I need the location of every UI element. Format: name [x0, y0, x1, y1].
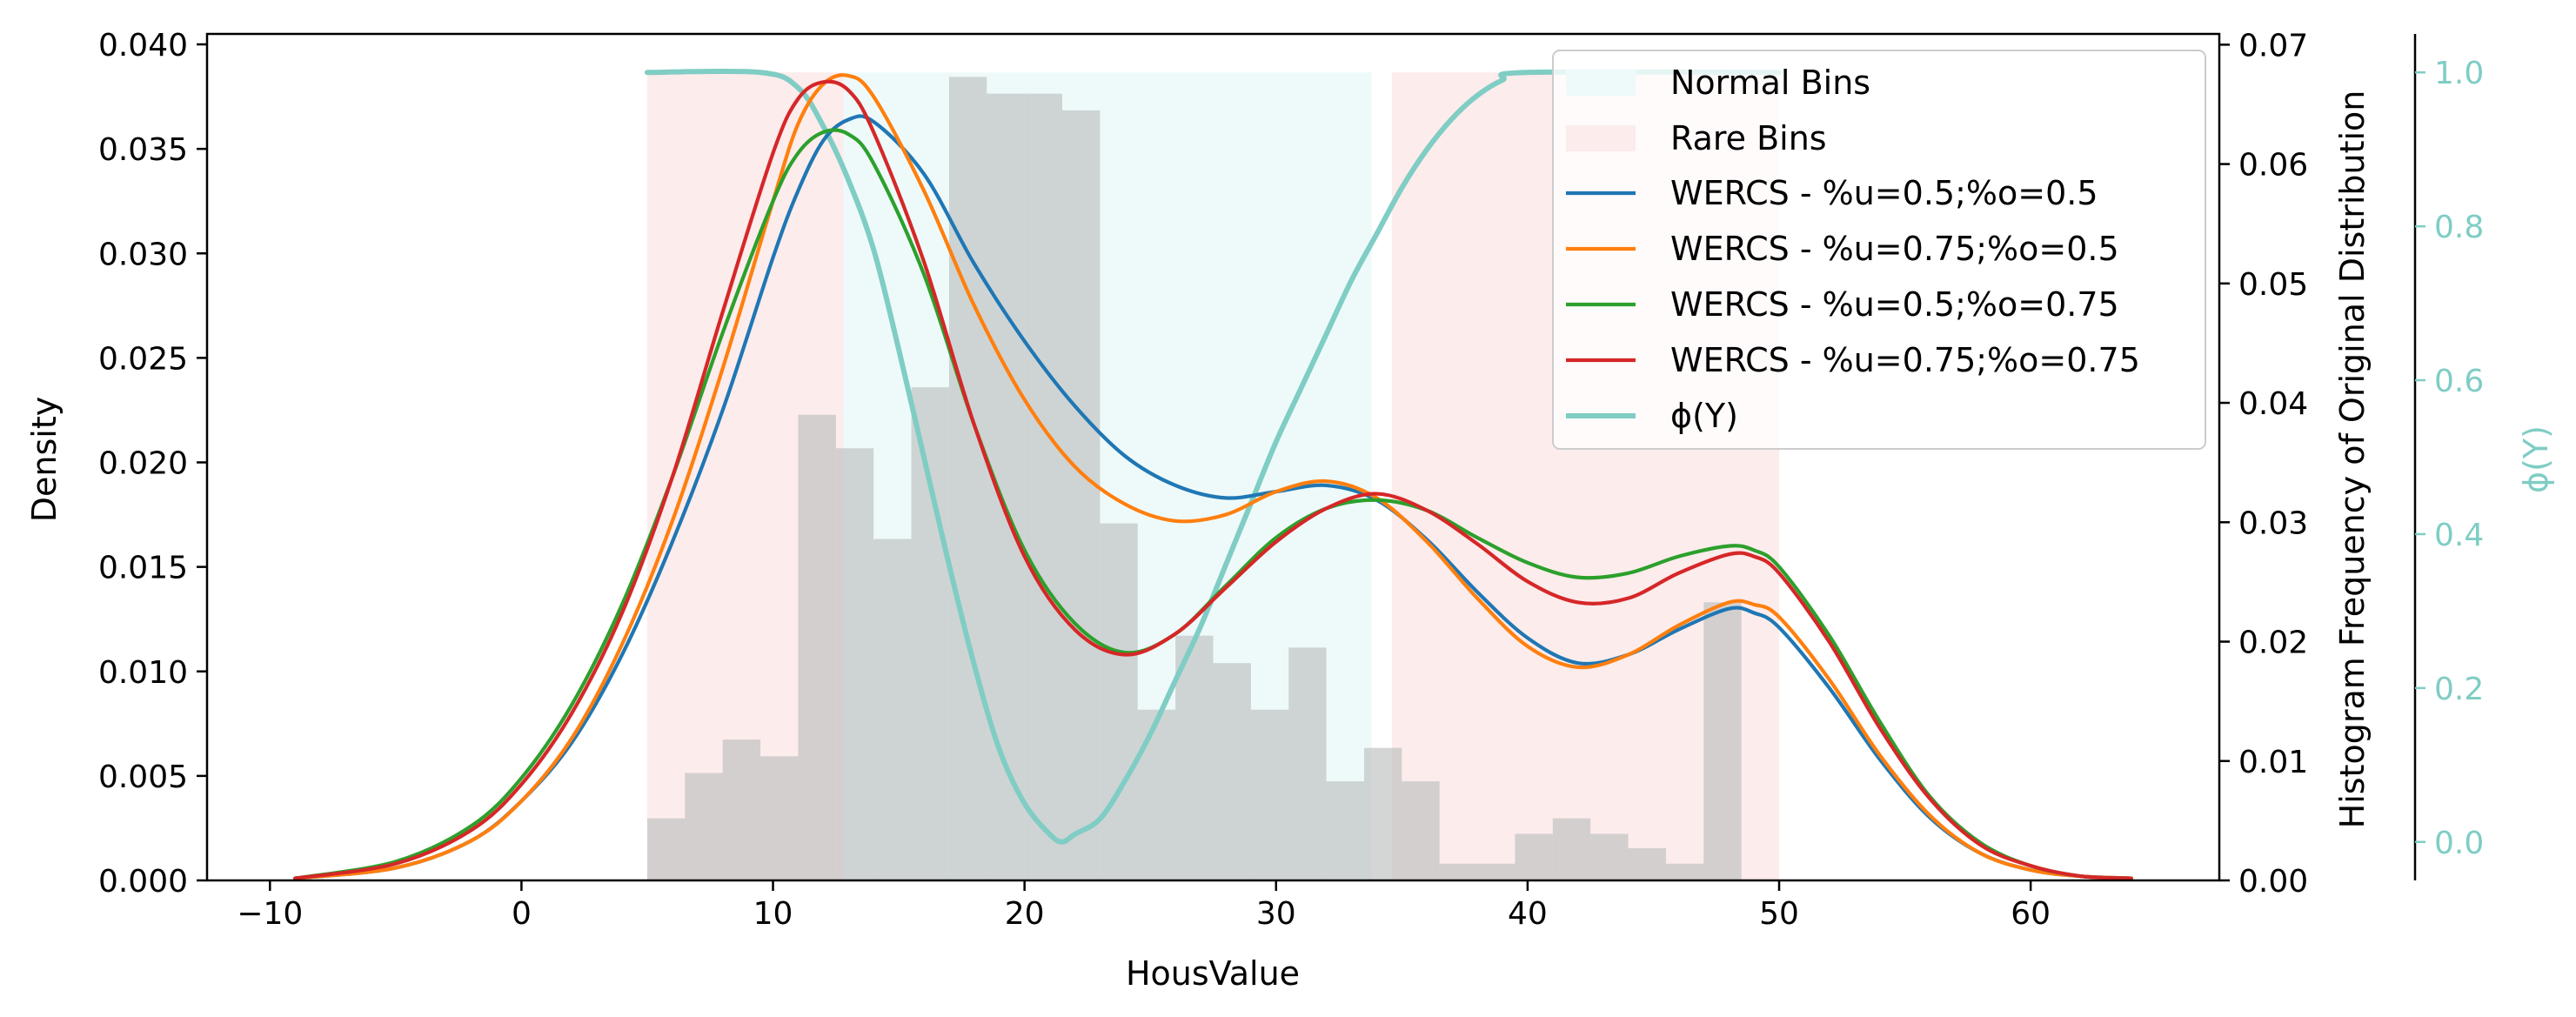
histogram-bar-19 — [1363, 747, 1402, 880]
histogram-bar-22 — [1477, 863, 1515, 880]
phi-axis-label: ϕ(Y) — [2517, 425, 2555, 493]
legend-box — [1552, 50, 2206, 450]
phi-axis: 0.0 0.2 0.4 0.6 0.8 1.0 — [2413, 34, 2484, 880]
phi-tick-label-0: 0.0 — [2434, 826, 2484, 861]
histogram-bar-17 — [1288, 647, 1327, 880]
y2-axis-label: Histogram Frequency of Original Distribu… — [2333, 90, 2372, 829]
y2-tick-label-7: 0.07 — [2238, 28, 2308, 64]
legend-label-rare: Rare Bins — [1670, 119, 1827, 157]
y2-tick-label-0: 0.00 — [2238, 864, 2308, 900]
legend-swatch-normal — [1566, 70, 1636, 96]
histogram — [646, 77, 1742, 881]
x-tick-label-0: −10 — [237, 896, 303, 932]
y2-axis-ticks: 0.00 0.01 0.02 0.03 0.04 0.05 0.06 0.07 — [2219, 28, 2308, 900]
x-tick-label-3: 20 — [1005, 896, 1045, 932]
x-axis-ticks: −10 0 10 20 30 40 50 60 — [237, 880, 2051, 932]
histogram-bar-18 — [1326, 781, 1364, 880]
phi-tick-label-5: 1.0 — [2434, 56, 2484, 91]
y-tick-label-1: 0.005 — [98, 759, 188, 795]
histogram-bar-28 — [1703, 602, 1742, 880]
histogram-bar-27 — [1665, 863, 1704, 880]
y-tick-label-7: 0.035 — [98, 132, 188, 168]
histogram-bar-10 — [1024, 93, 1063, 880]
histogram-bar-7 — [911, 387, 949, 881]
histogram-bar-21 — [1439, 863, 1478, 880]
x-axis-label: HousValue — [1126, 954, 1300, 993]
histogram-bar-20 — [1402, 781, 1440, 880]
histogram-bar-8 — [948, 77, 987, 881]
y2-tick-label-5: 0.05 — [2238, 267, 2308, 303]
histogram-bar-9 — [987, 93, 1025, 880]
density-lines — [293, 68, 2133, 880]
legend-label-0: WERCS - %u=0.5;%o=0.5 — [1670, 174, 2098, 212]
y-tick-label-5: 0.025 — [98, 341, 188, 377]
y-tick-label-0: 0.000 — [98, 864, 188, 900]
histogram-bar-3 — [760, 756, 799, 880]
legend: Normal Bins Rare Bins WERCS - %u=0.5;%o=… — [1552, 50, 2206, 450]
y2-tick-label-6: 0.06 — [2238, 148, 2308, 184]
histogram-bar-2 — [722, 739, 761, 880]
y2-tick-label-4: 0.04 — [2238, 386, 2308, 422]
plot-frame — [205, 32, 2221, 882]
histogram-bar-6 — [873, 539, 912, 880]
legend-label-normal: Normal Bins — [1670, 64, 1870, 102]
legend-series: WERCS - %u=0.5;%o=0.5 WERCS - %u=0.75;%o=… — [1566, 174, 2140, 435]
histogram-bar-25 — [1590, 833, 1629, 880]
y-axis-ticks: 0.000 0.005 0.010 0.015 0.020 0.025 0.030 0.035… — [98, 28, 207, 900]
legend-label-3: WERCS - %u=0.75;%o=0.75 — [1670, 341, 2140, 379]
series-line-4 — [644, 68, 1783, 845]
y-tick-label-6: 0.030 — [98, 237, 188, 272]
histogram-bar-16 — [1250, 709, 1289, 880]
phi-tick-label-2: 0.4 — [2434, 518, 2484, 553]
y-tick-label-2: 0.010 — [98, 655, 188, 691]
legend-label-2: WERCS - %u=0.5;%o=0.75 — [1670, 285, 2119, 324]
series-line-0 — [293, 114, 2133, 880]
y2-tick-label-3: 0.03 — [2238, 505, 2308, 541]
histogram-bar-1 — [685, 773, 723, 880]
histogram-bar-11 — [1062, 110, 1101, 880]
y2-tick-label-2: 0.02 — [2238, 626, 2308, 661]
x-tick-label-5: 40 — [1508, 896, 1548, 932]
y-tick-label-8: 0.040 — [98, 28, 188, 64]
phi-tick-label-4: 0.8 — [2434, 210, 2484, 245]
x-tick-label-4: 30 — [1256, 896, 1296, 932]
histogram-bar-12 — [1100, 523, 1138, 880]
phi-tick-label-1: 0.2 — [2434, 672, 2484, 707]
y-tick-label-3: 0.015 — [98, 551, 188, 586]
histogram-bar-15 — [1213, 663, 1251, 880]
histogram-bar-14 — [1175, 635, 1214, 880]
y-tick-label-4: 0.020 — [98, 446, 188, 482]
histogram-bar-4 — [798, 414, 836, 880]
histogram-bar-26 — [1628, 847, 1666, 880]
x-tick-label-6: 50 — [1759, 896, 1799, 932]
histogram-bar-13 — [1137, 709, 1176, 880]
x-tick-label-1: 0 — [512, 896, 532, 932]
x-tick-label-2: 10 — [753, 896, 793, 932]
histogram-bar-5 — [835, 448, 874, 880]
y2-tick-label-1: 0.01 — [2238, 745, 2308, 780]
legend-label-1: WERCS - %u=0.75;%o=0.5 — [1670, 230, 2119, 268]
histogram-bar-0 — [646, 818, 686, 880]
x-tick-label-7: 60 — [2011, 896, 2051, 932]
legend-swatch-rare — [1566, 125, 1636, 151]
histogram-bar-24 — [1552, 818, 1591, 880]
histogram-bar-23 — [1515, 833, 1553, 880]
series-line-3 — [293, 79, 2133, 880]
y-axis-label: Density — [25, 397, 64, 522]
legend-label-4: ϕ(Y) — [1670, 397, 1738, 435]
phi-tick-label-3: 0.6 — [2434, 364, 2484, 399]
series-line-1 — [293, 73, 2133, 880]
